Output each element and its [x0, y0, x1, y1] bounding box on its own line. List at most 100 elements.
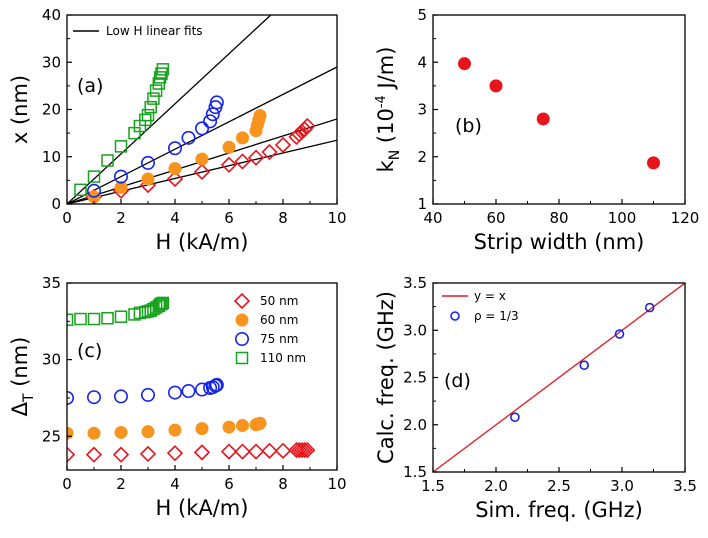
ylabel-subscript: N — [387, 150, 403, 160]
data-point — [299, 117, 316, 135]
panel-d: 1.5 2.0 2.5 3.0 3.5 1.5 2.0 2.5 3.0 3.5 Sim. freq.… — [374, 274, 697, 522]
y-tick-label: 3.5 — [403, 274, 427, 292]
data-point — [209, 377, 224, 392]
x-tick-label: 2.5 — [547, 477, 571, 495]
data-point — [195, 422, 209, 436]
ylabel-base: k — [374, 159, 398, 172]
data-point — [114, 425, 128, 439]
series-50-nm — [67, 441, 316, 463]
legend-marker — [235, 331, 250, 346]
data-point — [168, 385, 183, 400]
x-tick-label: 100 — [608, 209, 637, 227]
y-tick-label: 3 — [417, 101, 427, 119]
data-point — [291, 441, 308, 459]
data-point — [156, 63, 170, 76]
fit-line — [67, 66, 337, 204]
data-point — [579, 360, 590, 371]
data-point — [155, 297, 168, 310]
x-axis-label: Sim. freq. (GHz) — [475, 498, 643, 522]
data-point — [195, 382, 210, 397]
data-point — [293, 441, 311, 459]
data-point — [261, 442, 278, 459]
x-tick-label: 10 — [327, 475, 346, 493]
panel-label: (b) — [455, 115, 482, 137]
data-point — [114, 169, 129, 184]
data-point — [153, 298, 167, 311]
data-point — [141, 108, 155, 122]
data-point — [152, 299, 166, 313]
data-point — [141, 155, 156, 170]
data-point — [166, 445, 184, 462]
data-point — [274, 136, 292, 154]
y-tick-label: 10 — [42, 148, 61, 166]
data-point — [141, 172, 155, 186]
y-tick-label: 2.5 — [403, 369, 427, 387]
legend-label: 60 nm — [260, 313, 298, 327]
legend-label: Low H linear fits — [106, 24, 203, 38]
data-point — [87, 390, 102, 405]
data-point — [87, 426, 101, 440]
legend-label: ρ = 1/3 — [474, 309, 519, 323]
data-point — [193, 444, 211, 461]
x-tick-label: 2 — [116, 475, 126, 493]
y-tick-label: 30 — [42, 351, 61, 369]
data-point — [156, 296, 170, 310]
legend-label: 110 nm — [260, 351, 306, 365]
ylabel-text: (10 — [374, 108, 398, 150]
data-point — [195, 152, 209, 166]
data-point — [85, 446, 103, 463]
data-point — [247, 149, 265, 166]
data-point — [114, 310, 128, 323]
data-point — [193, 163, 211, 181]
panel-label: (c) — [77, 340, 102, 362]
panel-c: 0 2 4 6 8 10 25 30 35 H (kA/m) ΔT (nm) (c) 50 nm 60 n… — [8, 274, 347, 520]
panel-b: 40 60 80 100 120 1 2 3 4 5 Strip width (nm) kN (10-… — [374, 6, 699, 254]
x-tick-label: 80 — [549, 209, 568, 227]
x-tick-label: 120 — [671, 209, 700, 227]
ylabel-text: (nm) — [8, 337, 32, 394]
plot-area — [67, 296, 316, 463]
data-point — [296, 121, 313, 138]
data-point — [274, 442, 292, 459]
data-point — [87, 312, 101, 326]
data-point — [168, 141, 183, 156]
y-axis-label: x (nm) — [8, 75, 32, 144]
legend-label: y = x — [474, 289, 506, 303]
data-point — [299, 441, 316, 459]
x-tick-label: 2 — [116, 209, 126, 227]
x-axis-label: H (kA/m) — [156, 230, 249, 254]
data-point — [74, 183, 87, 197]
y-tick-label: 0 — [51, 195, 61, 213]
data-point — [168, 423, 182, 437]
series-50-nm — [85, 117, 316, 204]
y-tick-label: 20 — [42, 101, 61, 119]
data-point — [510, 412, 520, 422]
data-point — [141, 425, 155, 439]
data-point — [647, 156, 660, 170]
x-tick-label: 40 — [423, 209, 442, 227]
data-point — [195, 121, 210, 136]
panel-a: 0 2 4 6 8 10 0 10 20 30 40 H (kA/m) x (nm) (a) Low H l… — [8, 6, 347, 254]
y-tick-label: 40 — [42, 6, 61, 24]
data-point — [114, 180, 128, 194]
x-tick-label: 10 — [327, 209, 346, 227]
data-point — [101, 312, 114, 325]
data-point — [101, 154, 114, 167]
ylabel-text: J/m) — [374, 47, 398, 96]
data-point — [261, 143, 278, 161]
x-tick-label: 8 — [278, 209, 288, 227]
x-tick-label: 2.0 — [484, 477, 508, 495]
data-point — [87, 183, 102, 198]
data-point — [489, 79, 503, 93]
series-60-nm — [87, 109, 267, 204]
ylabel-superscript: -4 — [374, 95, 389, 108]
data-point — [536, 112, 550, 126]
data-point — [67, 313, 74, 327]
panel-label: (d) — [444, 370, 471, 392]
x-tick-label: 8 — [278, 475, 288, 493]
axes-frame — [432, 14, 686, 205]
series-60-nm — [67, 416, 267, 440]
fit-line — [67, 15, 272, 204]
data-point — [236, 131, 249, 145]
x-tick-label: 3.5 — [673, 477, 697, 495]
